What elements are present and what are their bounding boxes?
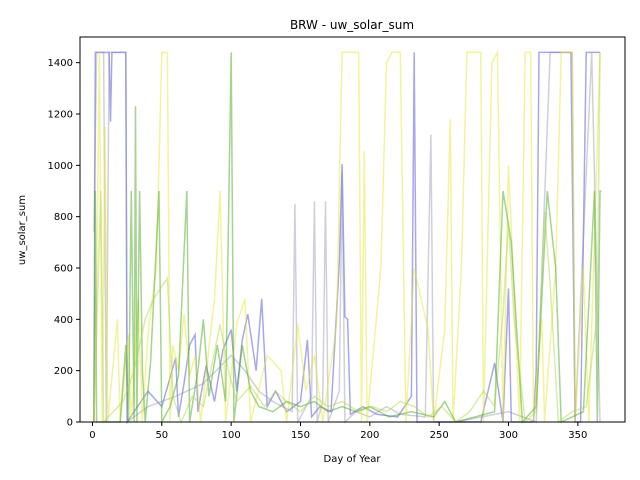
plot-frame: [79, 36, 626, 423]
x-tick-label: 300: [499, 430, 518, 441]
y-tick-label: 200: [54, 366, 73, 377]
y-tick-label: 800: [54, 212, 73, 223]
x-tick-label: 150: [291, 430, 310, 441]
y-tick-label: 600: [54, 264, 73, 275]
series-line-3: [93, 49, 601, 423]
chart-title: BRW - uw_solar_sum: [290, 18, 414, 32]
x-tick-label: 50: [155, 430, 168, 441]
x-tick-label: 0: [89, 430, 95, 441]
series-line-4: [93, 52, 602, 425]
x-tick-label: 350: [568, 430, 587, 441]
y-axis-ticks: 0 200 400 600 800 1000 1200 1400: [48, 58, 80, 429]
series-line-5: [93, 52, 601, 425]
x-tick-label: 250: [430, 430, 449, 441]
series-line-2: [93, 51, 601, 425]
y-tick-label: 1400: [48, 58, 73, 69]
y-axis-label: uw_solar_sum: [17, 195, 28, 265]
x-axis-ticks: 0 50 100 150 200 250 300 350: [89, 422, 587, 441]
y-tick-label: 0: [67, 418, 73, 429]
axes-layer: [79, 36, 626, 423]
series-layer: [93, 49, 602, 425]
x-tick-label: 200: [360, 430, 379, 441]
y-tick-label: 400: [54, 315, 73, 326]
x-axis-label: Day of Year: [324, 454, 382, 465]
x-tick-label: 100: [222, 430, 241, 441]
y-tick-label: 1200: [48, 110, 73, 121]
y-tick-label: 1000: [48, 161, 73, 172]
